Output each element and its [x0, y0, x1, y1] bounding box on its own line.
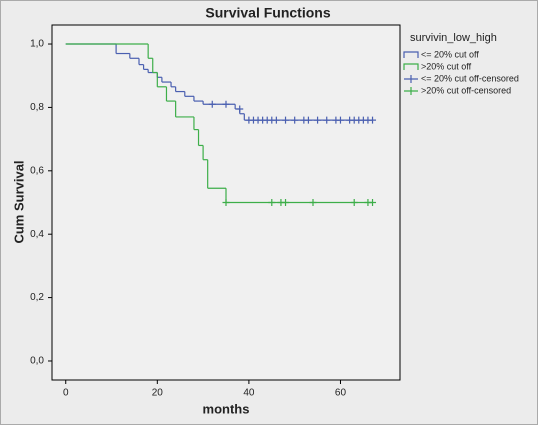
legend-symbol — [404, 87, 418, 95]
x-tick-label: 0 — [63, 388, 69, 399]
x-tick-label: 60 — [335, 388, 347, 399]
censor-mark — [369, 199, 377, 206]
censor-mark — [222, 100, 230, 108]
censor-mark — [208, 100, 216, 108]
x-tick-label: 40 — [243, 388, 255, 399]
censor-mark — [304, 116, 312, 124]
legend-label: >20% cut off-censored — [421, 85, 511, 95]
legend-symbol — [404, 75, 418, 83]
censor-mark — [272, 116, 280, 124]
censor-mark — [268, 199, 276, 206]
censor-mark — [236, 105, 244, 113]
censor-mark — [291, 116, 299, 124]
y-axis-label: Cum Survival — [11, 160, 26, 243]
chart-title: Survival Functions — [205, 5, 330, 21]
censor-mark — [369, 116, 377, 124]
y-tick-label: 1,0 — [30, 39, 44, 50]
legend-title: survivin_low_high — [410, 32, 497, 44]
legend-symbol — [403, 63, 419, 70]
y-tick-label: 0,2 — [30, 292, 44, 303]
legend-symbol — [403, 51, 419, 58]
censor-mark — [336, 116, 344, 124]
y-tick-label: 0,0 — [30, 356, 44, 367]
x-tick-label: 20 — [152, 388, 164, 399]
censor-mark — [222, 199, 230, 206]
legend-label: >20% cut off — [421, 61, 472, 71]
legend-label: <= 20% cut off-censored — [421, 73, 519, 83]
legend-label: <= 20% cut off — [421, 49, 479, 59]
y-tick-label: 0,4 — [30, 229, 44, 240]
censor-mark — [314, 116, 322, 124]
x-axis-label: months — [203, 401, 250, 416]
censor-mark — [282, 199, 290, 206]
censor-mark — [309, 199, 317, 206]
y-tick-label: 0,8 — [30, 102, 44, 113]
censor-mark — [350, 199, 358, 206]
censor-mark — [323, 116, 331, 124]
y-tick-label: 0,6 — [30, 165, 44, 176]
censor-mark — [282, 116, 290, 124]
